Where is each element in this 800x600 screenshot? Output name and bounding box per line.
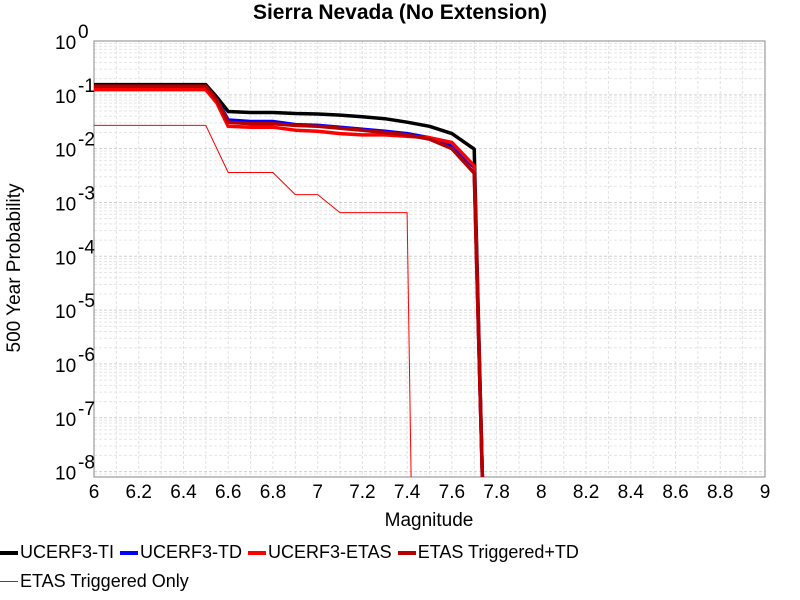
y-tick-exponent: -2 [78, 130, 95, 151]
legend-label-ucerf3-etas: UCERF3-ETAS [268, 542, 392, 562]
y-tick-base: 10 [55, 194, 76, 215]
x-tick-label: 8.4 [618, 482, 645, 503]
x-tick-label: 8.8 [707, 482, 733, 503]
legend-item-ucerf3-ti: UCERF3-TI [0, 542, 114, 563]
x-tick-labels: 6 6.2 6.4 6.6 6.8 7 7.2 7.4 7.6 7.8 8 8.2 8.4 8.6 8.8 9 [89, 482, 771, 503]
y-tick-exponent: -3 [78, 183, 95, 204]
y-tick-label: 100 [55, 22, 89, 54]
y-tick-exponent: -7 [78, 399, 95, 420]
x-tick-label: 7.8 [483, 482, 509, 503]
legend-label-etas-triggered-only: ETAS Triggered Only [20, 571, 189, 591]
y-tick-base: 10 [55, 33, 76, 54]
legend-swatch-ucerf3-ti [0, 550, 18, 555]
legend: UCERF3-TI UCERF3-TD UCERF3-ETAS ETAS Tri… [0, 538, 800, 596]
y-tick-base: 10 [55, 302, 76, 323]
x-tick-label: 8.6 [662, 482, 688, 503]
y-tick-exponent: -8 [78, 453, 95, 474]
x-tick-label: 7 [312, 482, 323, 503]
y-tick-exponent: -1 [78, 76, 95, 97]
x-tick-label: 7.2 [349, 482, 375, 503]
y-tick-label: 10-3 [55, 183, 95, 215]
legend-swatch-ucerf3-etas [248, 550, 266, 555]
legend-item-ucerf3-td: UCERF3-TD [120, 542, 242, 563]
y-axis-label: 500 Year Probability [4, 183, 25, 353]
legend-swatch-ucerf3-td [120, 550, 138, 555]
y-tick-label: 10-5 [55, 291, 95, 323]
y-tick-exponent: -4 [78, 237, 95, 258]
legend-label-etas-triggered-td: ETAS Triggered+TD [417, 542, 579, 562]
legend-swatch-etas-triggered-td [397, 550, 416, 555]
legend-item-etas-triggered-td: ETAS Triggered+TD [397, 542, 579, 563]
y-tick-base: 10 [55, 410, 76, 431]
y-tick-label: 10-7 [55, 399, 95, 431]
legend-swatch-etas-triggered-only [0, 581, 18, 582]
y-tick-label: 10-2 [55, 130, 95, 162]
y-tick-base: 10 [55, 248, 76, 269]
legend-row: UCERF3-TI UCERF3-TD UCERF3-ETAS ETAS Tri… [0, 538, 800, 567]
legend-label-ucerf3-td: UCERF3-TD [140, 542, 242, 562]
x-tick-label: 6.6 [215, 482, 241, 503]
x-axis-label: Magnitude [385, 510, 474, 531]
y-tick-base: 10 [55, 356, 76, 377]
legend-row: ETAS Triggered Only [0, 567, 800, 596]
x-tick-label: 6.4 [170, 482, 197, 503]
x-tick-label: 6.8 [260, 482, 286, 503]
legend-item-ucerf3-etas: UCERF3-ETAS [248, 542, 392, 563]
legend-label-ucerf3-ti: UCERF3-TI [20, 542, 114, 562]
series-line-ucerf3-ti [94, 82, 485, 477]
y-tick-exponent: -5 [78, 291, 95, 312]
x-tick-label: 7.6 [439, 482, 465, 503]
y-tick-label: 10-8 [55, 453, 95, 485]
y-tick-exponent: -6 [78, 345, 95, 366]
x-tick-label: 6.2 [126, 482, 152, 503]
y-tick-base: 10 [55, 87, 76, 108]
y-tick-label: 10-1 [55, 76, 95, 108]
x-tick-label: 8.2 [573, 482, 599, 503]
series-line-etas-triggered-only [94, 124, 412, 477]
x-tick-label: 8 [536, 482, 547, 503]
y-tick-base: 10 [55, 141, 76, 162]
y-tick-exponent: 0 [78, 22, 89, 43]
x-tick-label: 9 [760, 482, 771, 503]
series-layer [94, 82, 485, 477]
y-tick-base: 10 [55, 464, 76, 485]
series-line-etas-triggered-td [94, 84, 485, 477]
y-tick-label: 10-6 [55, 345, 95, 377]
x-tick-label: 7.4 [394, 482, 421, 503]
grid [93, 41, 766, 478]
x-tick-label: 6 [89, 482, 100, 503]
y-tick-label: 10-4 [55, 237, 95, 269]
chart-title: Sierra Nevada (No Extension) [253, 1, 547, 24]
legend-item-etas-triggered-only: ETAS Triggered Only [0, 571, 189, 592]
plot-frame [93, 40, 766, 478]
